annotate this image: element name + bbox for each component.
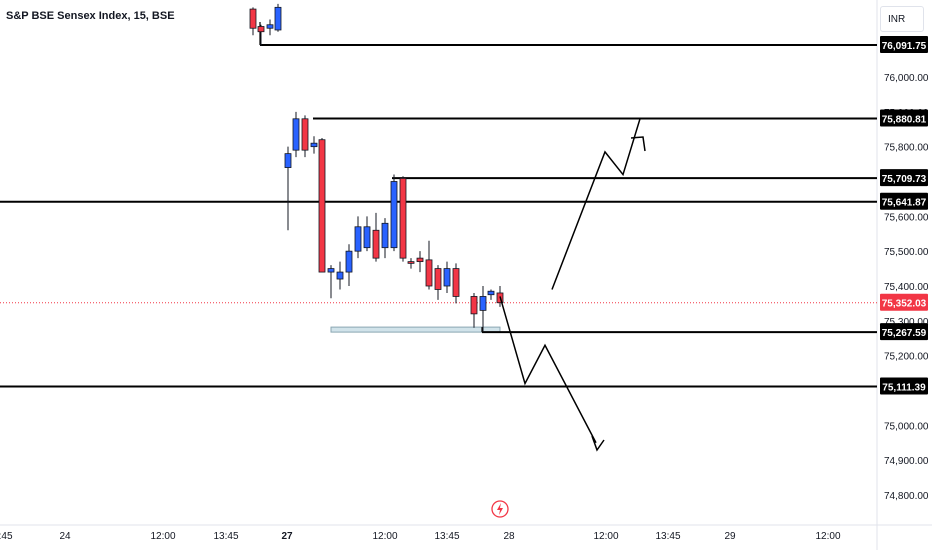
demand-zone[interactable] [330, 326, 501, 333]
candle[interactable] [434, 265, 442, 300]
candle[interactable] [266, 19, 274, 36]
y-tick-label: 75,600.00 [884, 212, 929, 223]
level-price-tag-text: 75,641.87 [882, 198, 927, 209]
y-tick-label: 74,800.00 [884, 491, 929, 502]
x-tick-label: 24 [59, 531, 71, 542]
candle[interactable] [363, 216, 371, 252]
x-tick-label: 12:00 [150, 531, 175, 542]
x-tick-label: 12:00 [815, 531, 840, 542]
candle[interactable] [318, 137, 326, 273]
current-price-tag-text: 75,352.03 [882, 299, 927, 310]
candle[interactable] [327, 265, 335, 299]
x-tick-label: 13:45 [0, 531, 13, 542]
candle[interactable] [284, 146, 292, 231]
candle[interactable] [310, 136, 318, 154]
currency-selector[interactable]: INR [880, 6, 924, 32]
level-price-tag [880, 109, 928, 127]
level-price-tag [880, 169, 928, 187]
candle[interactable] [452, 263, 460, 304]
level-price-tag [880, 377, 928, 395]
candle[interactable] [399, 176, 407, 262]
x-tick-label: 28 [503, 531, 515, 542]
level-price-tag-text: 75,880.81 [882, 115, 927, 126]
x-tick-label: 12:00 [372, 531, 397, 542]
candle[interactable] [390, 174, 398, 252]
candle[interactable] [416, 251, 424, 273]
x-tick-label: 13:45 [213, 531, 238, 542]
candle[interactable] [345, 244, 353, 286]
candle[interactable] [336, 261, 344, 290]
candle[interactable] [301, 115, 309, 158]
x-tick-label: 13:45 [434, 531, 459, 542]
x-tick-label: 13:45 [655, 531, 680, 542]
candle[interactable] [425, 240, 433, 290]
y-tick-label: 74,900.00 [884, 456, 929, 467]
candle[interactable] [292, 111, 300, 158]
current-price-tag [880, 293, 928, 311]
level-price-tag-text: 76,091.75 [882, 41, 927, 52]
candle[interactable] [470, 292, 478, 328]
arrow-head-icon [591, 435, 605, 452]
candle[interactable] [443, 261, 451, 293]
y-tick-label: 75,800.00 [884, 143, 929, 154]
x-tick-label: 29 [724, 531, 736, 542]
y-tick-label: 76,000.00 [884, 73, 929, 84]
y-tick-label: 75,200.00 [884, 352, 929, 363]
candle[interactable] [479, 286, 487, 332]
x-tick-label: 27 [281, 531, 293, 542]
candle[interactable] [407, 258, 415, 269]
y-tick-label: 75,300.00 [884, 317, 929, 328]
y-tick-label: 75,500.00 [884, 247, 929, 258]
level-price-tag-text: 75,709.73 [882, 174, 927, 185]
lightning-icon[interactable] [491, 500, 509, 518]
candle[interactable] [274, 3, 282, 32]
candle[interactable] [372, 212, 380, 262]
y-tick-label: 75,000.00 [884, 421, 929, 432]
level-price-tag [880, 323, 928, 341]
candle[interactable] [257, 24, 265, 46]
candle[interactable] [354, 216, 362, 259]
symbol-title: S&P BSE Sensex Index, 15, BSE [6, 10, 175, 22]
level-price-tag [880, 36, 928, 54]
candle[interactable] [249, 7, 257, 36]
y-tick-label: 75,400.00 [884, 282, 929, 293]
x-tick-label: 12:00 [593, 531, 618, 542]
level-price-tag [880, 192, 928, 210]
bullish-scenario-path[interactable] [551, 118, 641, 290]
level-price-tag-text: 75,111.39 [882, 383, 926, 394]
bearish-scenario-path[interactable] [499, 296, 597, 444]
candle[interactable] [381, 218, 389, 259]
arrow-head-icon [630, 136, 646, 152]
level-price-tag-text: 75,267.59 [882, 328, 927, 339]
candle[interactable] [487, 289, 495, 300]
